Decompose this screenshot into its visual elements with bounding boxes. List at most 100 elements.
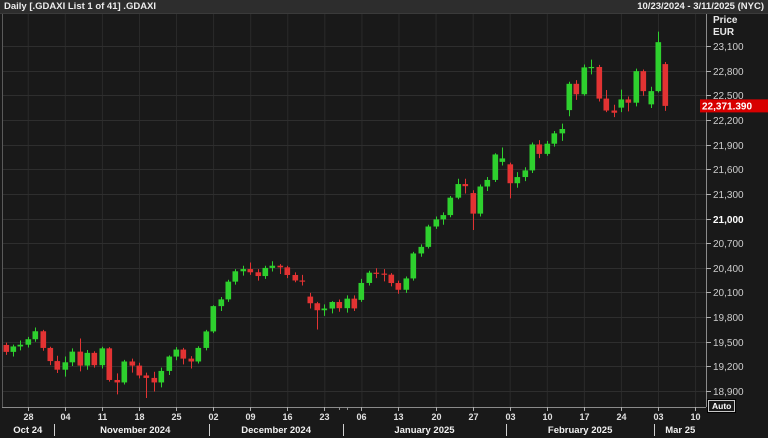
month-label: February 2025 — [548, 425, 613, 436]
candle — [559, 123, 566, 141]
candle — [284, 265, 291, 279]
candle — [99, 346, 106, 369]
candle — [662, 62, 669, 111]
candle — [618, 89, 625, 113]
candle — [17, 340, 24, 351]
candle — [529, 142, 536, 173]
candle — [470, 190, 477, 231]
candle — [381, 269, 388, 282]
candle — [544, 140, 551, 156]
candle — [499, 147, 506, 166]
candle — [114, 373, 121, 395]
candle — [655, 31, 662, 93]
candle — [136, 362, 143, 379]
candle — [433, 216, 440, 229]
candle — [388, 273, 395, 287]
date-tick-label: 18 — [134, 412, 144, 422]
time-axis[interactable]: 28 04 11 18 25 02 09 16 23 06 13 20 27 03 10 17 24 03 10 Oc… — [13, 407, 701, 436]
candle-series — [3, 31, 669, 399]
candle — [247, 262, 254, 275]
candle — [25, 336, 32, 348]
candle — [173, 347, 180, 361]
date-tick-label: 04 — [60, 412, 70, 422]
candle — [69, 348, 76, 367]
candle — [47, 346, 54, 366]
candle — [581, 64, 588, 96]
price-tick-label: 21,000 — [713, 215, 744, 226]
candle — [321, 304, 328, 316]
plot-background — [0, 13, 768, 438]
date-tick-label: 24 — [616, 412, 626, 422]
month-label: November 2024 — [100, 425, 171, 436]
date-tick-label: 25 — [171, 412, 181, 422]
candle — [573, 80, 580, 100]
date-tick-label: 17 — [579, 412, 589, 422]
candle — [551, 131, 558, 147]
date-tick-label: 06 — [356, 412, 366, 422]
candle — [484, 177, 491, 192]
price-tick-label: 22,800 — [713, 67, 744, 78]
date-tick-label: 28 — [23, 412, 33, 422]
candle — [292, 272, 299, 283]
price-tick-label: 19,500 — [713, 338, 744, 349]
date-tick-label: 11 — [98, 412, 108, 422]
date-tick-label: 16 — [282, 412, 292, 422]
candle — [536, 140, 543, 159]
candle — [522, 167, 529, 182]
price-tick-label: 20,100 — [713, 288, 744, 299]
candle — [299, 274, 306, 286]
date-tick-label: 02 — [208, 412, 218, 422]
date-tick-label: 10 — [690, 412, 700, 422]
candle — [366, 270, 373, 286]
candle — [188, 356, 195, 369]
month-label: December 2024 — [241, 425, 311, 436]
candle — [180, 347, 187, 365]
candle — [492, 153, 499, 182]
candle — [314, 301, 321, 330]
price-tick-label: 19,800 — [713, 313, 744, 324]
date-tick-label: 23 — [319, 412, 329, 422]
candle — [121, 359, 128, 385]
candle — [40, 329, 47, 351]
candle — [633, 68, 640, 107]
candle — [640, 69, 647, 96]
candle — [455, 178, 462, 200]
candle — [77, 338, 84, 372]
candle — [277, 264, 284, 274]
candle — [477, 184, 484, 217]
candle — [358, 278, 365, 302]
candle — [410, 251, 417, 281]
candle — [351, 295, 358, 311]
candle — [403, 276, 410, 293]
price-tick-label: 18,900 — [713, 387, 744, 398]
price-tick-label: 23,100 — [713, 42, 744, 53]
candle — [106, 347, 113, 382]
candle — [588, 59, 595, 75]
candle — [3, 342, 10, 355]
price-tick-label: 21,300 — [713, 190, 744, 201]
candle — [462, 178, 469, 194]
candle — [84, 349, 91, 370]
candle — [373, 268, 380, 279]
candle — [91, 351, 98, 368]
date-tick-label: 03 — [505, 412, 515, 422]
candle — [203, 329, 210, 351]
candle — [195, 346, 202, 364]
candle — [507, 162, 514, 199]
candle — [32, 327, 39, 342]
candle — [225, 279, 232, 302]
candle — [336, 299, 343, 312]
candle — [269, 261, 276, 272]
price-tick-label: 20,700 — [713, 239, 744, 250]
chart-date-range[interactable]: 10/23/2024 - 3/11/2025 (NYC) — [637, 1, 764, 12]
candle — [143, 372, 150, 399]
candle — [329, 301, 336, 314]
candle — [166, 355, 173, 376]
candle — [10, 344, 17, 357]
candle — [158, 367, 165, 388]
auto-scale-button[interactable]: Auto — [706, 399, 737, 413]
candle — [425, 224, 432, 249]
candle — [395, 280, 402, 294]
